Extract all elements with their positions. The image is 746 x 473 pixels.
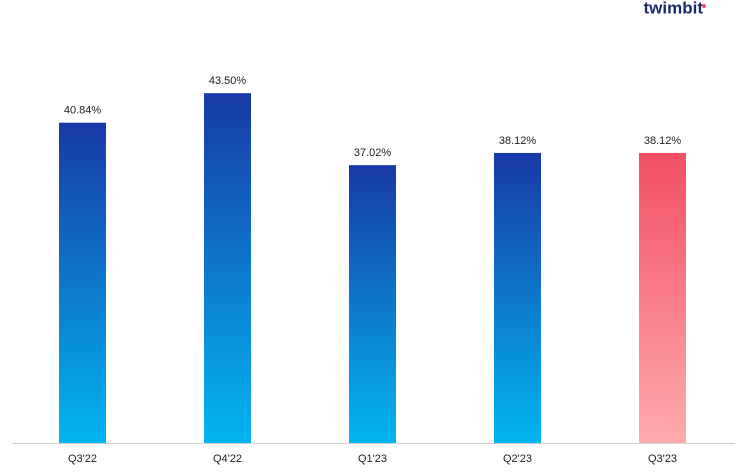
value-label: 38.12% — [644, 135, 682, 147]
value-label: 43.50% — [209, 75, 247, 87]
logo-dot — [702, 4, 706, 8]
bar — [349, 165, 396, 444]
bar — [494, 152, 541, 443]
value-label: 37.02% — [354, 147, 392, 159]
x-tick-label: Q2'23 — [503, 453, 532, 465]
logo: twimbit — [644, 0, 704, 17]
x-tick-label: Q3'23 — [648, 453, 677, 465]
bar — [59, 122, 106, 443]
bar — [204, 93, 251, 444]
value-label: 38.12% — [499, 135, 537, 147]
bar — [639, 152, 686, 443]
value-label: 40.84% — [64, 105, 102, 117]
x-tick-label: Q4'22 — [213, 453, 242, 465]
x-tick-label: Q3'22 — [68, 453, 97, 465]
x-tick-label: Q1'23 — [358, 453, 387, 465]
